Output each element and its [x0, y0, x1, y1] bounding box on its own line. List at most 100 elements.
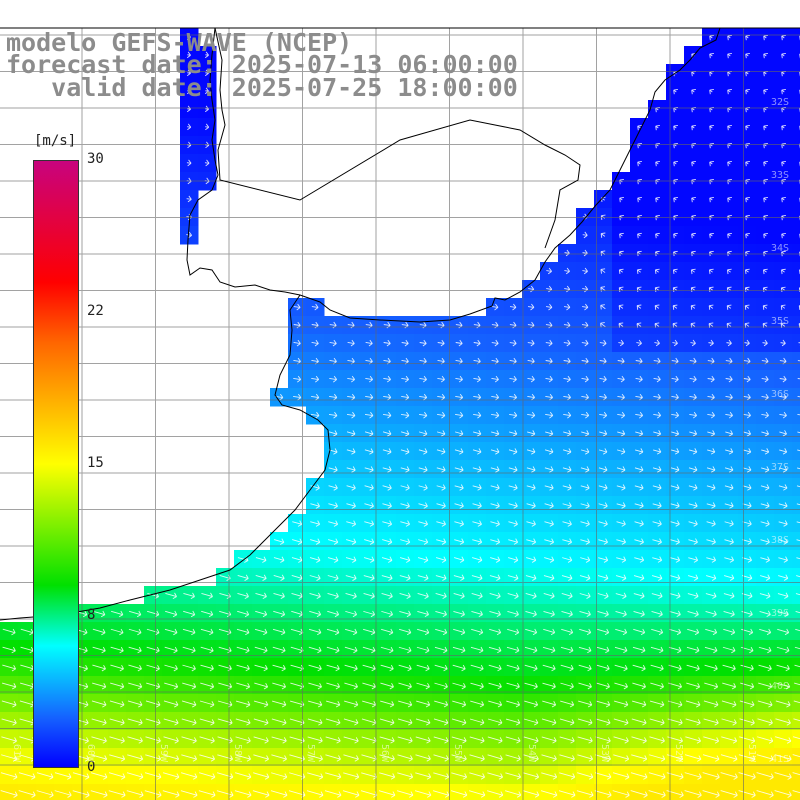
wind-arrow — [635, 430, 644, 437]
wind-arrow — [310, 520, 321, 527]
wind-arrow — [436, 466, 446, 473]
wind-arrow — [720, 754, 738, 762]
wind-arrow — [237, 574, 249, 581]
wind-arrow — [580, 484, 590, 491]
wind-arrow — [526, 556, 537, 563]
wind-arrow — [236, 646, 250, 654]
wind-arrow — [598, 556, 609, 563]
wind-arrow — [307, 736, 323, 744]
wind-arrow — [381, 592, 393, 600]
wind-arrow — [774, 790, 792, 798]
wind-arrow — [470, 700, 485, 708]
wind-arrow — [579, 574, 591, 581]
wind-arrow — [271, 736, 287, 744]
wind-arrow — [417, 574, 429, 581]
wind-arrow — [327, 574, 339, 581]
wind-arrow — [0, 772, 18, 780]
wind-arrow — [796, 503, 800, 506]
wind-arrow — [326, 682, 341, 690]
wind-arrow — [709, 196, 714, 203]
wind-arrow — [778, 484, 788, 491]
wind-arrow — [397, 736, 413, 744]
wind-arrow — [684, 772, 702, 780]
wind-arrow — [761, 430, 770, 437]
wind-arrow — [723, 628, 736, 636]
wind-arrow — [707, 375, 715, 383]
wind-arrow — [709, 232, 714, 239]
wind-arrow — [508, 538, 519, 545]
wind-cell — [630, 784, 649, 800]
wind-arrow — [702, 772, 720, 780]
wind-arrow — [598, 448, 608, 455]
wind-arrow — [471, 574, 483, 581]
wind-arrow — [706, 484, 716, 491]
wind-arrow — [759, 628, 772, 636]
wind-arrow — [72, 790, 90, 798]
wind-arrow — [523, 718, 539, 726]
wind-arrow — [709, 160, 714, 167]
wind-arrow — [542, 700, 557, 708]
wind-arrow — [763, 88, 768, 95]
wind-arrow — [615, 628, 628, 636]
wind-arrow — [164, 646, 178, 654]
wind-arrow — [253, 754, 270, 762]
wind-arrow — [181, 736, 197, 744]
wind-arrow — [415, 736, 431, 744]
wind-arrow — [472, 448, 482, 455]
wind-arrow — [18, 790, 36, 798]
wind-arrow — [727, 34, 732, 41]
wind-arrow — [435, 592, 447, 599]
wind-cell — [792, 28, 800, 47]
longitude-label: 55W — [452, 744, 463, 763]
wind-arrow — [526, 520, 536, 527]
wind-arrow — [343, 736, 359, 744]
wind-arrow — [401, 375, 409, 383]
wind-arrow — [708, 304, 714, 310]
wind-arrow — [543, 610, 555, 618]
wind-arrow — [795, 611, 800, 614]
wind-arrow — [616, 484, 626, 491]
wind-arrow — [763, 124, 768, 131]
wind-arrow — [435, 628, 448, 636]
wind-arrow — [186, 231, 193, 239]
wind-arrow — [92, 682, 107, 690]
wind-arrow — [544, 502, 554, 509]
wind-arrow — [651, 592, 663, 599]
wind-arrow — [742, 502, 752, 509]
wind-arrow — [670, 556, 681, 563]
wind-arrow — [775, 718, 791, 726]
wind-arrow — [272, 682, 287, 690]
wind-arrow — [651, 610, 663, 618]
wind-arrow — [342, 790, 360, 798]
wind-arrow — [721, 718, 737, 726]
wind-arrow — [346, 466, 356, 473]
wind-arrow — [382, 538, 393, 545]
wind-arrow — [740, 682, 755, 690]
wind-arrow — [198, 772, 216, 780]
wind-arrow — [673, 160, 678, 167]
wind-arrow — [688, 484, 698, 491]
wind-arrow — [705, 610, 717, 618]
wind-arrow — [109, 718, 125, 726]
wind-arrow — [673, 88, 678, 95]
wind-arrow — [379, 718, 395, 726]
wind-arrow — [598, 538, 609, 545]
wind-arrow — [490, 502, 500, 509]
wind-arrow — [739, 736, 756, 744]
wind-arrow — [722, 682, 737, 690]
wind-cell — [792, 82, 800, 101]
wind-arrow — [346, 448, 356, 455]
wind-arrow — [726, 339, 732, 347]
wind-arrow — [613, 718, 629, 726]
wind-cell — [792, 550, 800, 569]
wind-arrow — [311, 339, 319, 347]
wind-arrow — [204, 51, 209, 59]
wind-arrow — [90, 772, 108, 780]
wind-arrow — [435, 556, 447, 563]
wind-arrow — [491, 411, 500, 419]
wind-arrow — [725, 411, 733, 419]
wind-arrow — [468, 790, 486, 798]
wind-arrow — [396, 790, 414, 798]
wind-arrow — [631, 754, 648, 762]
wind-arrow — [688, 466, 698, 473]
